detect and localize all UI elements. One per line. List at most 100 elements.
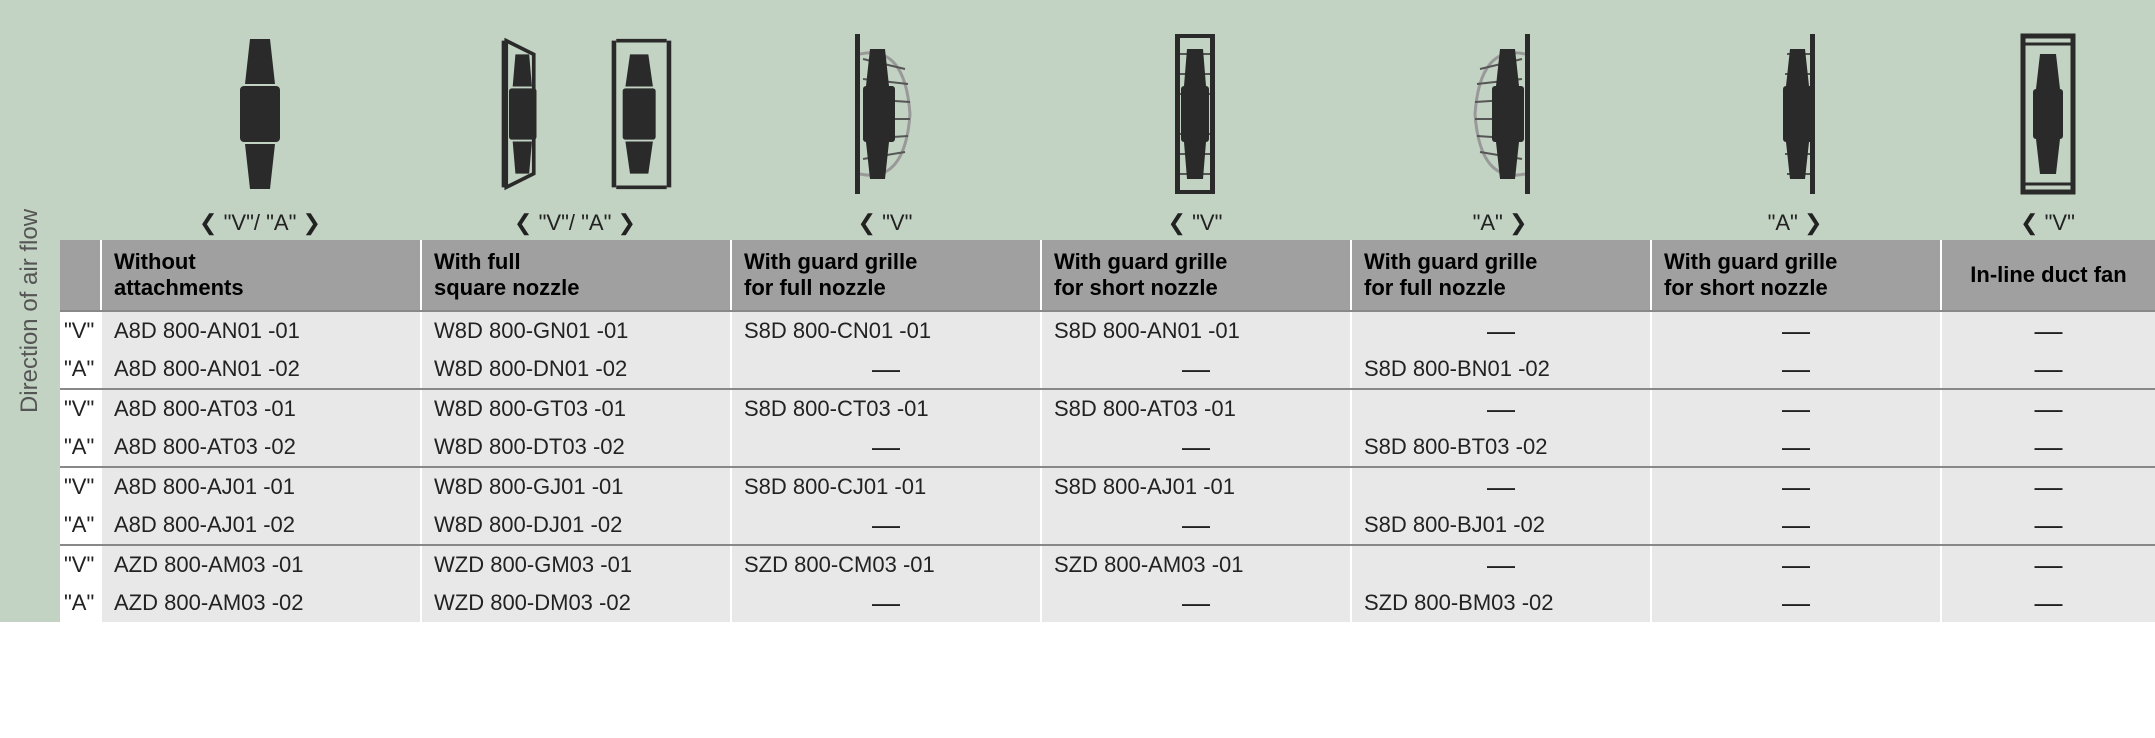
icon-col-inline-duct: ❮ "V" [1940,0,2155,240]
header-2: With guard grille for full nozzle [730,240,1040,310]
dir-label-6: ❮ "V" [2020,210,2075,236]
table-row: "A"A8D 800-AT03 -02W8D 800-DT03 -02——S8D… [60,428,2155,466]
header-3: With guard grille for short nozzle [1040,240,1350,310]
part-number-cell: — [1040,506,1350,544]
fan-grille-full-v-icon [805,24,965,204]
table-row: "A"A8D 800-AJ01 -02W8D 800-DJ01 -02——S8D… [60,506,2155,544]
row-label: "A" [60,506,100,544]
icon-col-full-nozzle: ❮ "V"/ "A" ❯ [420,0,730,240]
table-row: "V"A8D 800-AT03 -01W8D 800-GT03 -01S8D 8… [60,390,2155,428]
part-number-cell: S8D 800-AJ01 -01 [1040,468,1350,506]
header-1: With full square nozzle [420,240,730,310]
part-number-cell: S8D 800-CJ01 -01 [730,468,1040,506]
part-number-cell: WZD 800-DM03 -02 [420,584,730,622]
part-number-cell: — [1940,390,2155,428]
part-number-cell: S8D 800-CN01 -01 [730,312,1040,350]
part-number-cell: W8D 800-DT03 -02 [420,428,730,466]
part-number-cell: — [1940,506,2155,544]
table-row: "A"A8D 800-AN01 -02W8D 800-DN01 -02——S8D… [60,350,2155,388]
part-number-cell: A8D 800-AT03 -02 [100,428,420,466]
part-number-cell: WZD 800-GM03 -01 [420,546,730,584]
part-number-cell: AZD 800-AM03 -01 [100,546,420,584]
dir-label-1: ❮ "V"/ "A" ❯ [514,210,636,236]
part-number-cell: — [1350,546,1650,584]
part-number-cell: W8D 800-DN01 -02 [420,350,730,388]
icon-col-grille-short-a: "A" ❯ [1650,0,1940,240]
airflow-direction-label: Direction of air flow [0,0,60,622]
part-number-cell: — [1350,468,1650,506]
part-number-cell: — [1350,390,1650,428]
table-row: "V"A8D 800-AN01 -01W8D 800-GN01 -01S8D 8… [60,312,2155,350]
part-number-cell: AZD 800-AM03 -02 [100,584,420,622]
part-number-cell: W8D 800-GT03 -01 [420,390,730,428]
data-group: "V"A8D 800-AJ01 -01W8D 800-GJ01 -01S8D 8… [60,466,2155,544]
dir-label-3: ❮ "V" [1168,210,1223,236]
part-number-cell: — [1650,428,1940,466]
part-number-cell: W8D 800-GJ01 -01 [420,468,730,506]
part-number-cell: — [1940,584,2155,622]
part-number-cell: — [1040,350,1350,388]
part-number-cell: A8D 800-AJ01 -02 [100,506,420,544]
part-number-cell: — [1940,312,2155,350]
fan-grille-short-v-icon [1115,24,1275,204]
part-number-cell: S8D 800-BT03 -02 [1350,428,1650,466]
part-number-cell: W8D 800-GN01 -01 [420,312,730,350]
part-number-cell: A8D 800-AN01 -02 [100,350,420,388]
part-number-cell: — [1940,546,2155,584]
header-6: In-line duct fan [1940,240,2155,310]
header-5: With guard grille for short nozzle [1650,240,1940,310]
part-number-cell: SZD 800-AM03 -01 [1040,546,1350,584]
part-number-cell: — [1040,584,1350,622]
part-number-cell: S8D 800-CT03 -01 [730,390,1040,428]
part-number-cell: A8D 800-AT03 -01 [100,390,420,428]
row-label: "A" [60,428,100,466]
part-number-cell: S8D 800-AT03 -01 [1040,390,1350,428]
table-row: "V"AZD 800-AM03 -01WZD 800-GM03 -01SZD 8… [60,546,2155,584]
part-number-cell: SZD 800-BM03 -02 [1350,584,1650,622]
part-number-cell: — [1650,312,1940,350]
row-label: "V" [60,468,100,506]
fan-bare-icon [180,24,340,204]
dir-label-5: "A" ❯ [1768,210,1823,236]
part-number-cell: A8D 800-AN01 -01 [100,312,420,350]
icon-col-grille-full-v: ❮ "V" [730,0,1040,240]
header-0: Without attachments [100,240,420,310]
row-label: "A" [60,350,100,388]
part-number-cell: W8D 800-DJ01 -02 [420,506,730,544]
part-number-cell: S8D 800-AN01 -01 [1040,312,1350,350]
row-label: "V" [60,390,100,428]
icon-col-grille-short-v: ❮ "V" [1040,0,1350,240]
fan-icon-row: ❮ "V"/ "A" ❯ [60,0,2155,240]
row-label: "V" [60,546,100,584]
fan-inline-duct-icon [1968,24,2128,204]
data-group: "V"A8D 800-AT03 -01W8D 800-GT03 -01S8D 8… [60,388,2155,466]
part-number-cell: — [1650,584,1940,622]
part-number-cell: S8D 800-BJ01 -02 [1350,506,1650,544]
data-group: "V"A8D 800-AN01 -01W8D 800-GN01 -01S8D 8… [60,310,2155,388]
part-number-cell: — [1650,546,1940,584]
part-number-cell: — [1650,468,1940,506]
part-number-cell: — [1940,428,2155,466]
part-number-cell: — [1940,350,2155,388]
fan-grille-full-a-icon [1420,24,1580,204]
header-4: With guard grille for full nozzle [1350,240,1650,310]
part-number-cell: SZD 800-CM03 -01 [730,546,1040,584]
part-number-cell: — [1350,312,1650,350]
side-label-text: Direction of air flow [16,209,44,413]
fan-grille-short-a-icon [1715,24,1875,204]
data-grid: "V"A8D 800-AN01 -01W8D 800-GN01 -01S8D 8… [60,310,2155,622]
table-row: "A"AZD 800-AM03 -02WZD 800-DM03 -02——SZD… [60,584,2155,622]
table-row: "V"A8D 800-AJ01 -01W8D 800-GJ01 -01S8D 8… [60,468,2155,506]
icon-col-grille-full-a: "A" ❯ [1350,0,1650,240]
data-group: "V"AZD 800-AM03 -01WZD 800-GM03 -01SZD 8… [60,544,2155,622]
part-number-cell: — [730,350,1040,388]
part-number-cell: — [1650,390,1940,428]
dir-label-0: ❮ "V"/ "A" ❯ [199,210,321,236]
part-number-cell: — [1650,350,1940,388]
column-header-row: Without attachments With full square noz… [60,240,2155,310]
part-number-cell: — [730,506,1040,544]
part-number-cell: — [730,584,1040,622]
part-number-cell: — [1940,468,2155,506]
part-number-cell: — [1040,428,1350,466]
part-number-cell: — [1650,506,1940,544]
